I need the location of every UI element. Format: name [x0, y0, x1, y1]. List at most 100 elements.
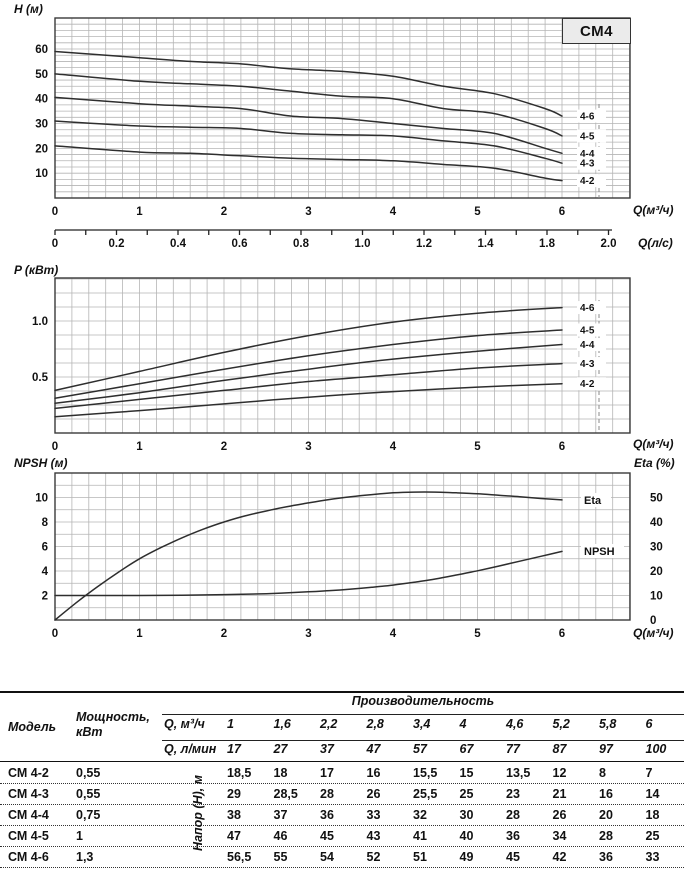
row-separator — [0, 845, 684, 847]
table-header-border — [0, 760, 684, 763]
lps-tick-label: 1.8 — [539, 238, 556, 250]
head-value-cell: 16 — [599, 786, 613, 801]
y-tick-label: 4 — [42, 566, 49, 578]
head-value-cell: 13,5 — [506, 766, 531, 780]
table-divider — [162, 739, 684, 741]
power-column-header: Мощность, кВт — [76, 710, 150, 739]
head-value-cell: 52 — [366, 849, 381, 864]
curve-4-2 — [54, 382, 563, 418]
head-value-cell: 46 — [273, 828, 288, 843]
curve-label-box — [581, 493, 611, 507]
power-cell: 0,55 — [76, 766, 101, 780]
q-m3h-value: 4 — [459, 716, 467, 731]
eta-tick-label: 10 — [650, 591, 663, 603]
head-value-cell: 28 — [320, 786, 334, 801]
y-tick-label: 10 — [35, 493, 48, 505]
curve-label-box — [577, 129, 606, 143]
head-value-cell: 28,5 — [273, 786, 298, 801]
grid — [54, 472, 630, 621]
q-lmin-value: 57 — [413, 742, 427, 756]
curve-label-box — [577, 146, 606, 160]
q-m3h-row-label: Q, м³/ч — [164, 716, 205, 731]
q-m3h-value: 5,2 — [552, 716, 570, 731]
head-value-cell: 45 — [506, 849, 520, 864]
curves — [54, 306, 563, 418]
curve-label-box — [581, 544, 624, 558]
head-value-cell: 37 — [273, 807, 288, 822]
x-tick-label: 1 — [136, 206, 143, 218]
y-tick-label: 0.5 — [32, 372, 49, 384]
napor-rotated-label: Напор (Н), м — [191, 775, 205, 851]
lps-tick-label: 0.6 — [232, 238, 248, 250]
lps-tick-label: 1.2 — [416, 238, 432, 250]
x-tick-label: 3 — [305, 206, 311, 218]
model-cell: СМ 4-2 — [8, 766, 49, 780]
head-value-cell: 36 — [599, 849, 613, 864]
curve-label-box — [577, 174, 606, 188]
head-value-cell: 33 — [645, 849, 660, 864]
head-value-cell: 40 — [459, 828, 474, 843]
curve-4-3 — [54, 120, 563, 164]
curve-4-6 — [54, 306, 563, 392]
head-value-cell: 49 — [459, 849, 474, 864]
pump-model-badge: СМ4 — [562, 18, 631, 44]
curve-label-4-2: 4-2 — [580, 379, 595, 390]
npsh-y-axis-label: NPSH (м) — [14, 456, 68, 470]
q-m3h-value: 4,6 — [506, 716, 524, 731]
eta-y-axis-label: Eta (%) — [634, 456, 675, 470]
table-top-border — [0, 691, 684, 693]
y-tick-label: 2 — [42, 591, 48, 603]
head-value-cell: 41 — [413, 828, 427, 843]
head-value-cell: 23 — [506, 786, 520, 801]
table-divider — [162, 713, 684, 715]
eta-tick-label: 50 — [650, 493, 663, 505]
x-tick-label: 4 — [390, 441, 397, 453]
y-tick-label: 10 — [35, 168, 48, 180]
x-tick-label: 2 — [221, 628, 227, 640]
y-tick-label: 30 — [35, 119, 48, 131]
lps-tick-label: 0.8 — [293, 238, 310, 250]
y-tick-label: 1.0 — [32, 316, 48, 328]
lps-tick-label: 0.2 — [109, 238, 125, 250]
q-lmin-value: 17 — [227, 742, 241, 756]
head-value-cell: 38 — [227, 807, 241, 822]
head-value-cell: 51 — [413, 849, 427, 864]
curve-label-4-5: 4-5 — [580, 325, 595, 336]
curve-label-Eta: Eta — [584, 495, 602, 507]
q-lmin-value: 87 — [552, 742, 567, 756]
eta-tick-label: 20 — [650, 566, 663, 578]
head-value-cell: 12 — [552, 766, 567, 780]
q-lmin-value: 97 — [599, 742, 613, 756]
head-value-cell: 45 — [320, 828, 334, 843]
x-tick-label: 1 — [136, 441, 143, 453]
curve-label-box — [577, 156, 606, 170]
head-value-cell: 21 — [552, 786, 567, 801]
head-value-cell: 16 — [366, 766, 381, 780]
model-column-header: Модель — [8, 720, 57, 734]
curve-label-4-3: 4-3 — [580, 159, 595, 170]
head-value-cell: 34 — [552, 828, 567, 843]
curve-label-4-4: 4-4 — [580, 340, 595, 351]
head-value-cell: 18 — [645, 807, 660, 822]
head-value-cell: 56,5 — [227, 849, 252, 864]
q-lmin-value: 47 — [366, 742, 381, 756]
x-tick-label: 2 — [221, 206, 227, 218]
curve-4-4 — [54, 343, 563, 405]
head-value-cell: 30 — [459, 807, 474, 822]
curve-label-box — [577, 338, 606, 352]
curve-4-5 — [54, 73, 563, 137]
power-x-axis-label: Q(м³/ч) — [633, 437, 674, 451]
head-value-cell: 29 — [227, 786, 241, 801]
head-value-cell: 25,5 — [413, 786, 438, 801]
y-tick-label: 6 — [42, 542, 48, 554]
curve-label-NPSH: NPSH — [584, 546, 615, 558]
grid — [54, 17, 630, 199]
head-value-cell: 43 — [366, 828, 381, 843]
x-tick-label: 0 — [52, 628, 58, 640]
y-tick-label: 50 — [35, 69, 48, 81]
power-y-axis-label: P (кВт) — [14, 263, 59, 277]
model-cell: СМ 4-6 — [8, 849, 49, 864]
head-value-cell: 18,5 — [227, 766, 252, 780]
q-lmin-value: 67 — [459, 742, 474, 756]
